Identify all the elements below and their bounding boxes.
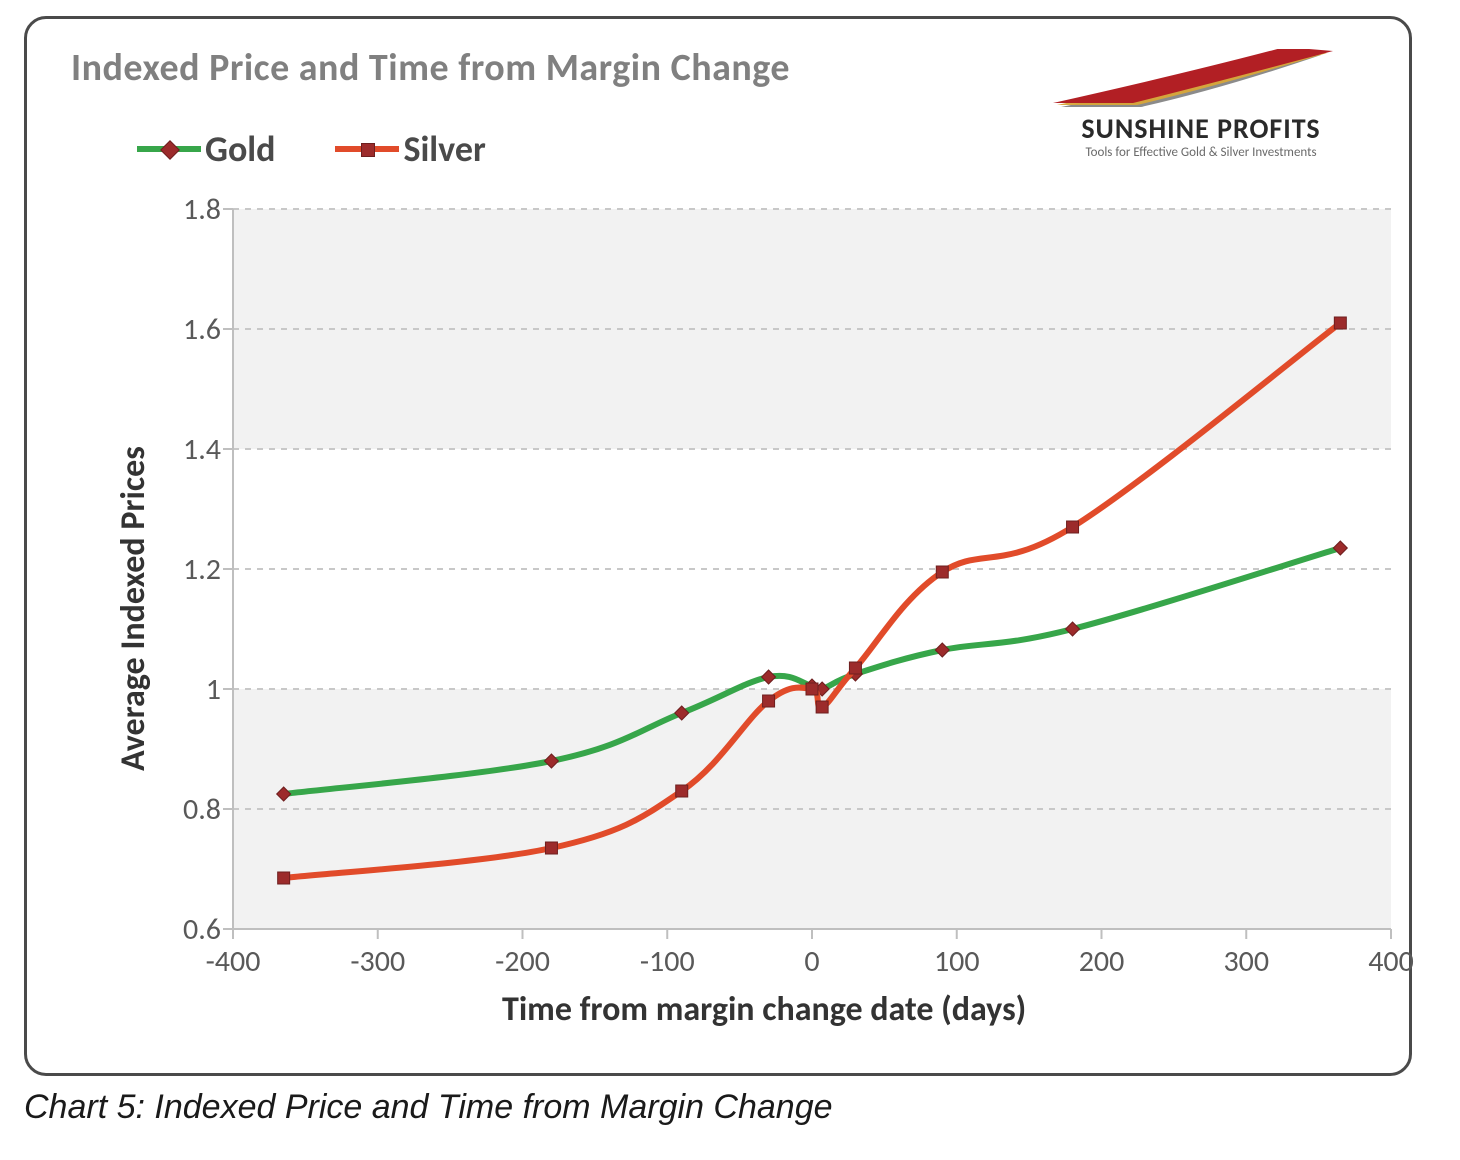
x-tick-label: 400 (1351, 943, 1431, 980)
x-tick-label: -400 (193, 943, 273, 980)
chart-frame: Indexed Price and Time from Margin Chang… (24, 16, 1412, 1076)
x-tick-label: -200 (483, 943, 563, 980)
square-marker-icon (361, 143, 375, 157)
marker-gold (1333, 541, 1347, 555)
x-tick-label: -300 (338, 943, 418, 980)
brand-logo: SUNSHINE PROFITS Tools for Effective Gol… (1021, 49, 1381, 169)
legend-label-silver: Silver (403, 127, 485, 171)
marker-silver (1334, 317, 1346, 329)
x-tick-label: 0 (772, 943, 852, 980)
legend-item-gold: Gold (137, 127, 275, 171)
logo-swoosh-icon (1021, 49, 1381, 119)
marker-silver (816, 701, 828, 713)
y-tick-label: 1.2 (161, 551, 221, 588)
x-tick-label: -100 (627, 943, 707, 980)
y-tick-label: 1.6 (161, 311, 221, 348)
y-tick-label: 1.8 (161, 191, 221, 228)
chart-title: Indexed Price and Time from Margin Chang… (71, 45, 790, 91)
legend-label-gold: Gold (205, 127, 275, 171)
marker-silver (806, 683, 818, 695)
y-tick-label: 0.8 (161, 791, 221, 828)
y-tick-label: 1.4 (161, 431, 221, 468)
chart-caption: Chart 5: Indexed Price and Time from Mar… (24, 1088, 833, 1127)
marker-gold (762, 670, 776, 684)
x-tick-label: 300 (1206, 943, 1286, 980)
x-tick-label: 100 (917, 943, 997, 980)
x-tick-label: 200 (1062, 943, 1142, 980)
marker-silver (278, 872, 290, 884)
logo-main-text: SUNSHINE PROFITS (1021, 111, 1381, 146)
marker-silver (849, 662, 861, 674)
diamond-marker-icon (160, 140, 180, 160)
marker-gold (935, 643, 949, 657)
legend-swatch-gold (137, 137, 201, 161)
legend-swatch-silver (335, 137, 399, 161)
marker-silver (1067, 521, 1079, 533)
chart-canvas: Indexed Price and Time from Margin Chang… (0, 0, 1460, 1160)
y-axis-label: Average Indexed Prices (113, 446, 154, 771)
x-axis-label: Time from margin change date (days) (502, 989, 1026, 1030)
legend: Gold Silver (137, 127, 486, 171)
marker-silver (676, 785, 688, 797)
marker-silver (763, 695, 775, 707)
marker-gold (1066, 622, 1080, 636)
logo-tagline: Tools for Effective Gold & Silver Invest… (1021, 145, 1381, 160)
marker-silver (545, 842, 557, 854)
marker-silver (936, 566, 948, 578)
plot-area (233, 209, 1391, 929)
y-tick-label: 1 (161, 671, 221, 708)
legend-item-silver: Silver (335, 127, 485, 171)
